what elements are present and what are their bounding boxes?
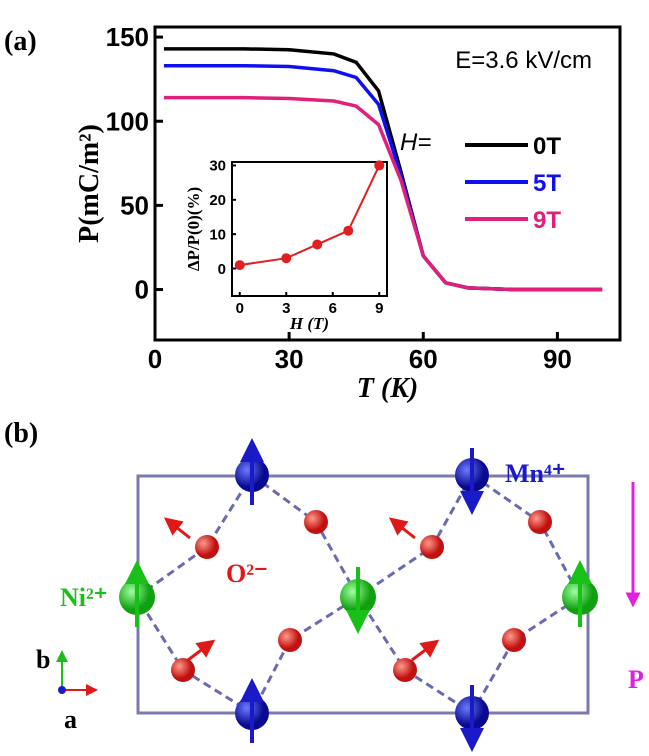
axis-b: b: [36, 645, 50, 674]
point: [312, 239, 323, 250]
x-tick-label: 9: [375, 300, 383, 317]
y-tick-label: 150: [106, 22, 149, 52]
point: [234, 260, 245, 271]
label-mn: Mn⁴⁺: [505, 459, 566, 488]
point: [343, 225, 354, 236]
x-axis-label: T (K): [357, 373, 418, 404]
spins: [56, 438, 641, 752]
legend-label: 0T: [533, 133, 561, 160]
chart: 0 3 6 9 0 10 20 30 H (T) ΔP/P(0)(%): [184, 158, 388, 333]
y-tick-label: 20: [209, 192, 226, 209]
panel-label: (b): [4, 418, 38, 449]
y-axis-label: ΔP/P(0)(%): [184, 187, 203, 271]
label-p: P: [628, 665, 644, 694]
x-tick-label: 0: [148, 344, 162, 374]
x-tick-label: 60: [409, 344, 438, 374]
y-tick-label: 100: [106, 106, 149, 136]
point: [374, 160, 385, 171]
legend-label: 5T: [533, 170, 561, 197]
label-o: O²⁻: [226, 559, 268, 588]
x-tick-label: 0: [236, 300, 244, 317]
x-tick-label: 90: [543, 344, 572, 374]
series-line: [163, 95, 603, 292]
y-tick-label: 0: [218, 261, 226, 278]
x-tick-label: 30: [275, 344, 304, 374]
legend-label: 9T: [533, 207, 561, 234]
axis-a: a: [64, 705, 77, 734]
plot-frame: [231, 161, 388, 297]
y-tick-label: 50: [120, 190, 149, 220]
y-tick-label: 30: [209, 158, 226, 175]
x-tick-label: 6: [329, 300, 337, 317]
point: [281, 253, 292, 264]
x-tick-label: 3: [282, 300, 290, 317]
annotation: E=3.6 kV/cm: [455, 47, 592, 74]
legend-title: H=: [400, 129, 431, 156]
x-axis-label: H (T): [289, 314, 329, 333]
y-tick-label: 10: [209, 226, 226, 243]
y-tick-label: 0: [135, 275, 149, 305]
y-axis-label: P(mC/m²): [74, 124, 105, 243]
panel-b: (b): [4, 418, 644, 752]
panel-label: (a): [4, 26, 37, 57]
label-ni: Ni²⁺: [60, 583, 108, 612]
plot-frame: [153, 25, 622, 342]
